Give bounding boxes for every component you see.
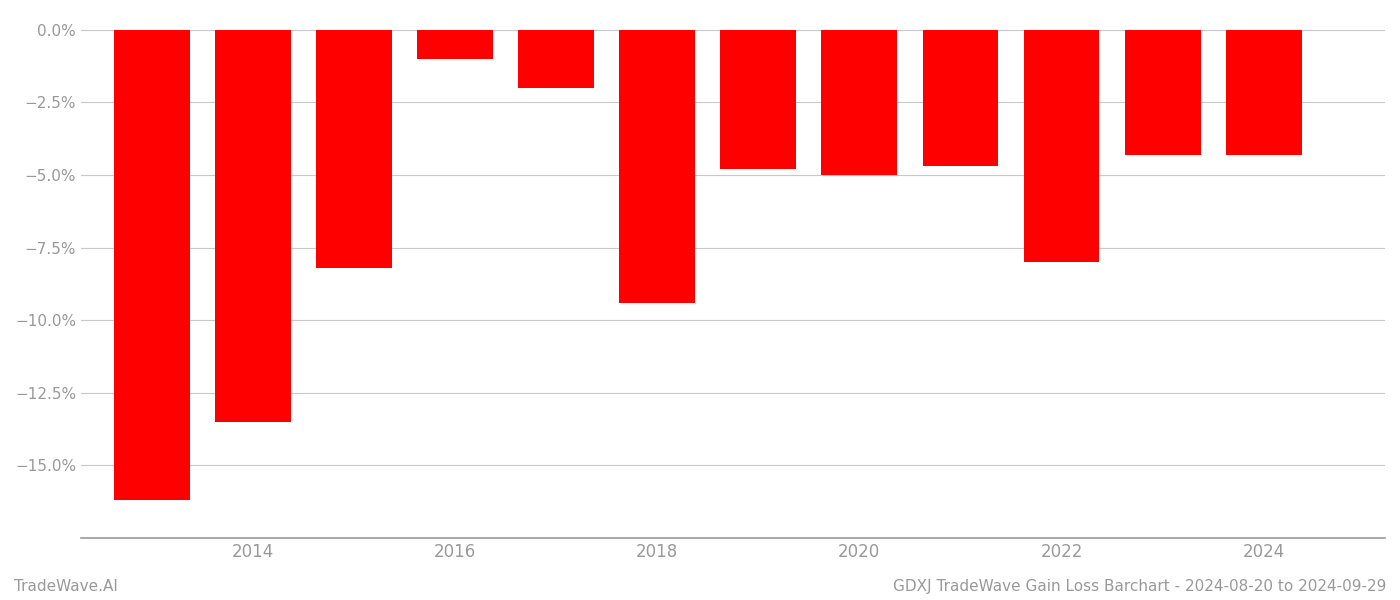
Bar <box>619 29 694 303</box>
Bar <box>1226 29 1302 155</box>
Text: TradeWave.AI: TradeWave.AI <box>14 579 118 594</box>
Bar <box>113 29 189 500</box>
Bar <box>216 29 291 422</box>
Bar <box>721 29 797 169</box>
Bar <box>316 29 392 268</box>
Bar <box>417 29 493 59</box>
Bar <box>518 29 594 88</box>
Text: GDXJ TradeWave Gain Loss Barchart - 2024-08-20 to 2024-09-29: GDXJ TradeWave Gain Loss Barchart - 2024… <box>893 579 1386 594</box>
Bar <box>1023 29 1099 262</box>
Bar <box>822 29 897 175</box>
Bar <box>923 29 998 166</box>
Bar <box>1124 29 1201 155</box>
